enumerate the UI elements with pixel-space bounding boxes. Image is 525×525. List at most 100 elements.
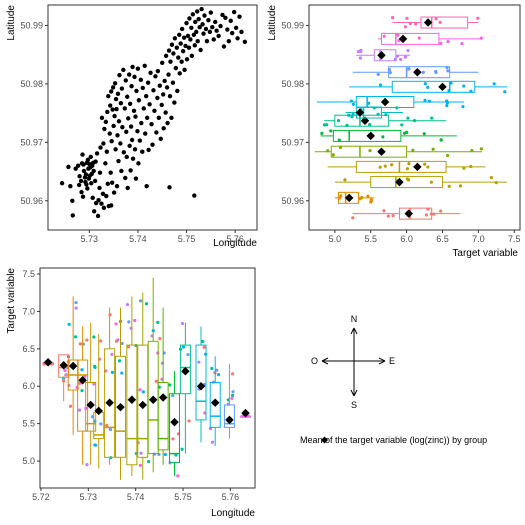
latitude-jitter-point	[382, 34, 386, 38]
latitude-jitter-point	[358, 56, 363, 60]
compass-south-arrow-icon	[350, 389, 358, 397]
latitude-jitter-point	[429, 180, 434, 184]
longitude-jitter-point	[215, 368, 219, 372]
scatter-point	[214, 28, 219, 33]
scatter-point	[110, 85, 116, 90]
latitude-jitter-point	[396, 33, 400, 37]
longitude-jitter-point	[230, 393, 235, 397]
latitude-boxplot-panel: 5.0 5.5 6.0 6.5 7.0 7.5 50.9650.9750.9850.99 …	[267, 4, 521, 259]
scatter-point	[81, 162, 86, 167]
scatter-point	[213, 19, 218, 25]
latitude-jitter-point	[406, 116, 410, 120]
scatter-point	[68, 183, 73, 189]
longitude-jitter-point	[64, 373, 68, 377]
longitude-jitter-point	[127, 320, 131, 324]
scatter-point	[105, 109, 110, 115]
longitude-jitter-point	[73, 335, 78, 339]
scatter-point	[127, 101, 133, 106]
scatter-point	[79, 189, 84, 195]
longitude-jitter-point	[67, 322, 71, 326]
latitude-jitter-point	[366, 194, 370, 198]
scatter-point	[233, 25, 239, 30]
scatter-point	[140, 149, 145, 154]
longitude-group-mean	[181, 367, 190, 376]
scatter-point	[106, 93, 111, 99]
longitude-jitter-point	[92, 382, 96, 386]
longitude-group-mean	[225, 415, 234, 425]
latitude-jitter-point	[391, 15, 395, 20]
longitude-jitter-point	[171, 393, 175, 398]
scatter-point	[90, 195, 95, 201]
latitude-jitter-point	[331, 153, 335, 157]
scatter-point	[96, 197, 101, 203]
longitude-jitter-point	[138, 299, 143, 303]
scatter-point	[225, 27, 230, 32]
scatter-point	[200, 22, 205, 27]
latitude-jitter-point	[390, 163, 394, 167]
scatter-point	[160, 92, 166, 97]
longitude-jitter-point	[85, 463, 89, 467]
scatter-point	[91, 168, 96, 174]
scatter-point	[76, 182, 82, 188]
latitude-jitter-point	[460, 42, 464, 46]
latitude-boxplot-y-tick-label: 50.96	[281, 196, 304, 206]
latitude-boxplot-y-axis: 50.96 50.97 50.98 50.99	[281, 20, 309, 206]
scatter-point	[157, 83, 162, 88]
scatter-point	[147, 102, 152, 107]
scatter-point	[235, 36, 240, 41]
scatter-point	[97, 170, 103, 175]
latitude-jitter-point	[417, 36, 421, 40]
latitude-jitter-point	[386, 214, 390, 218]
latitude-jitter-point	[369, 200, 373, 204]
latitude-jitter-point	[439, 138, 443, 142]
scatter-point	[108, 89, 114, 94]
scatter-point	[130, 64, 135, 70]
scatter-point	[142, 63, 147, 68]
scatter-point	[114, 183, 120, 189]
latitude-group-mean	[377, 147, 386, 156]
latitude-jitter-point	[439, 41, 443, 45]
scatter-point	[220, 12, 225, 18]
scatter-point	[145, 80, 151, 85]
scatter-point	[112, 81, 118, 86]
scatter-point	[136, 161, 141, 166]
latitude-box	[373, 49, 397, 62]
scatter-point	[103, 161, 108, 166]
latitude-group-mean	[423, 18, 433, 27]
scatter-point	[183, 43, 188, 49]
latitude-boxplot-x-tick-label: 5.0	[329, 234, 342, 244]
scatter-x-tick-label: 5.75	[178, 234, 196, 244]
scatter-point	[172, 100, 177, 105]
longitude-jitter-point	[125, 302, 130, 307]
latitude-jitter-point	[479, 147, 483, 151]
longitude-box	[209, 381, 221, 428]
scatter-point	[125, 94, 130, 99]
latitude-jitter-point	[378, 83, 383, 87]
latitude-boxplot-y-tick-label: 50.97	[281, 137, 304, 147]
latitude-jitter-point	[476, 16, 480, 20]
latitude-jitter-point	[447, 184, 451, 188]
latitude-jitter-point	[422, 132, 426, 136]
scatter-point	[85, 157, 91, 163]
latitude-jitter-point	[388, 71, 392, 75]
scatter-point	[216, 33, 221, 39]
latitude-group-mean	[355, 108, 365, 117]
longitude-jitter-point	[141, 390, 145, 394]
longitude-jitter-point	[231, 390, 235, 394]
latitude-group-mean	[398, 34, 408, 44]
scatter-point	[189, 25, 194, 30]
longitude-jitter-point	[74, 306, 78, 310]
longitude-jitter-point	[201, 339, 205, 344]
latitude-jitter-point	[494, 181, 498, 185]
latitude-jitter-point	[405, 167, 409, 171]
scatter-point	[91, 209, 97, 214]
scatter-point	[121, 150, 127, 155]
longitude-box	[195, 344, 207, 421]
scatter-point	[123, 78, 128, 83]
scatter-point	[98, 145, 103, 150]
scatter-point	[202, 13, 207, 18]
scatter-y-axis: 50.96 50.97 50.98 50.99	[20, 20, 48, 206]
scatter-point	[124, 154, 129, 160]
scatter-point	[187, 16, 192, 21]
scatter-point	[155, 68, 161, 74]
